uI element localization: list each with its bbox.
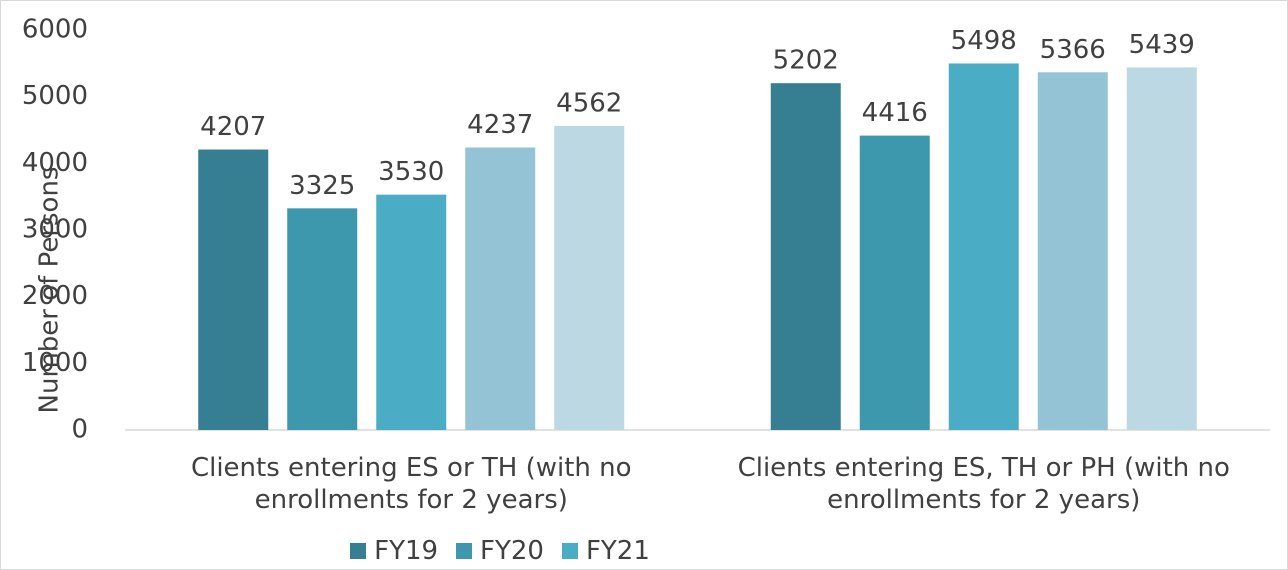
y-axis-label: Number of Persons [35,167,65,414]
legend-label: FY19 [374,536,439,566]
data-label: 4207 [200,112,266,142]
data-label: 5439 [1129,30,1195,60]
y-tick-label: 6000 [22,15,88,45]
data-label: 3325 [289,171,355,201]
legend-swatch [350,543,367,559]
data-label: 4562 [556,88,622,118]
legend-item: FY19 [350,536,438,566]
y-tick-label: 4000 [22,148,88,178]
x-tick-label: Clients entering ES, TH or PH (with no e… [737,453,1230,515]
bar [198,149,269,431]
data-label: 5366 [1040,35,1106,65]
y-tick-label: 5000 [22,81,88,111]
bar [770,83,841,430]
legend: FY19 FY20 FY21 [0,536,1000,566]
legend-label: FY20 [480,536,544,566]
bar [1126,67,1197,431]
legend-swatch [561,543,578,559]
data-label: 5202 [773,46,839,76]
bar [1037,72,1108,431]
bar [948,63,1019,430]
legend-swatch [456,543,473,559]
data-label: 4237 [467,110,533,140]
y-tick-label: 0 [71,415,88,445]
bar [465,147,536,431]
x-tick-label: Clients entering ES or TH (with no enrol… [190,453,632,515]
y-tick-label: 2000 [22,281,88,311]
bar [554,125,625,430]
y-tick-label: 3000 [22,215,88,245]
data-label: 3530 [378,157,444,187]
bar [287,208,358,430]
data-label: 4416 [862,98,928,128]
bar [859,135,930,430]
legend-item: FY20 [456,536,544,566]
legend-item: FY21 [561,536,650,566]
legend-label: FY21 [585,536,650,566]
y-tick-label: 1000 [22,348,88,378]
bar [376,194,447,430]
data-label: 5498 [951,26,1017,56]
